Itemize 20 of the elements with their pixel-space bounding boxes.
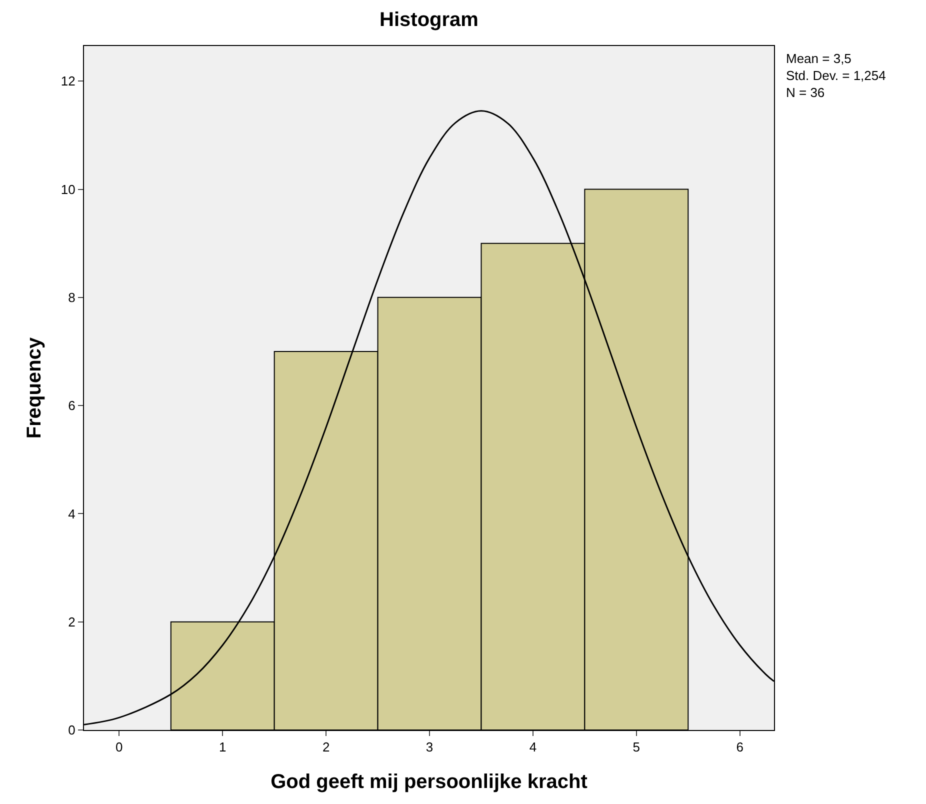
x-tick-label: 3 <box>426 740 434 755</box>
y-tick-label: 0 <box>68 722 76 738</box>
text: N = 36 <box>786 84 825 100</box>
y-axis-title: Frequency <box>23 336 46 439</box>
y-tick-label: 8 <box>68 290 76 305</box>
x-tick-label: 1 <box>219 740 226 755</box>
x-tick-label: 6 <box>736 740 744 755</box>
x-tick-label: 2 <box>322 740 330 755</box>
x-axis-title: God geeft mij persoonlijke kracht <box>270 771 588 794</box>
text: Std. Dev. = 1,254 <box>786 68 886 83</box>
y-tick-label: 4 <box>68 506 76 522</box>
x-tick-label: 0 <box>116 740 123 755</box>
y-tick-label: 2 <box>68 614 76 630</box>
x-tick-label: 4 <box>529 740 537 755</box>
y-tick-label: 10 <box>60 182 76 197</box>
text: Mean = 3,5 <box>786 51 852 66</box>
y-tick-label: 12 <box>60 74 76 89</box>
x-tick-label: 5 <box>632 740 640 755</box>
y-tick-label: 6 <box>68 398 76 414</box>
chart-title: Histogram <box>380 9 478 32</box>
